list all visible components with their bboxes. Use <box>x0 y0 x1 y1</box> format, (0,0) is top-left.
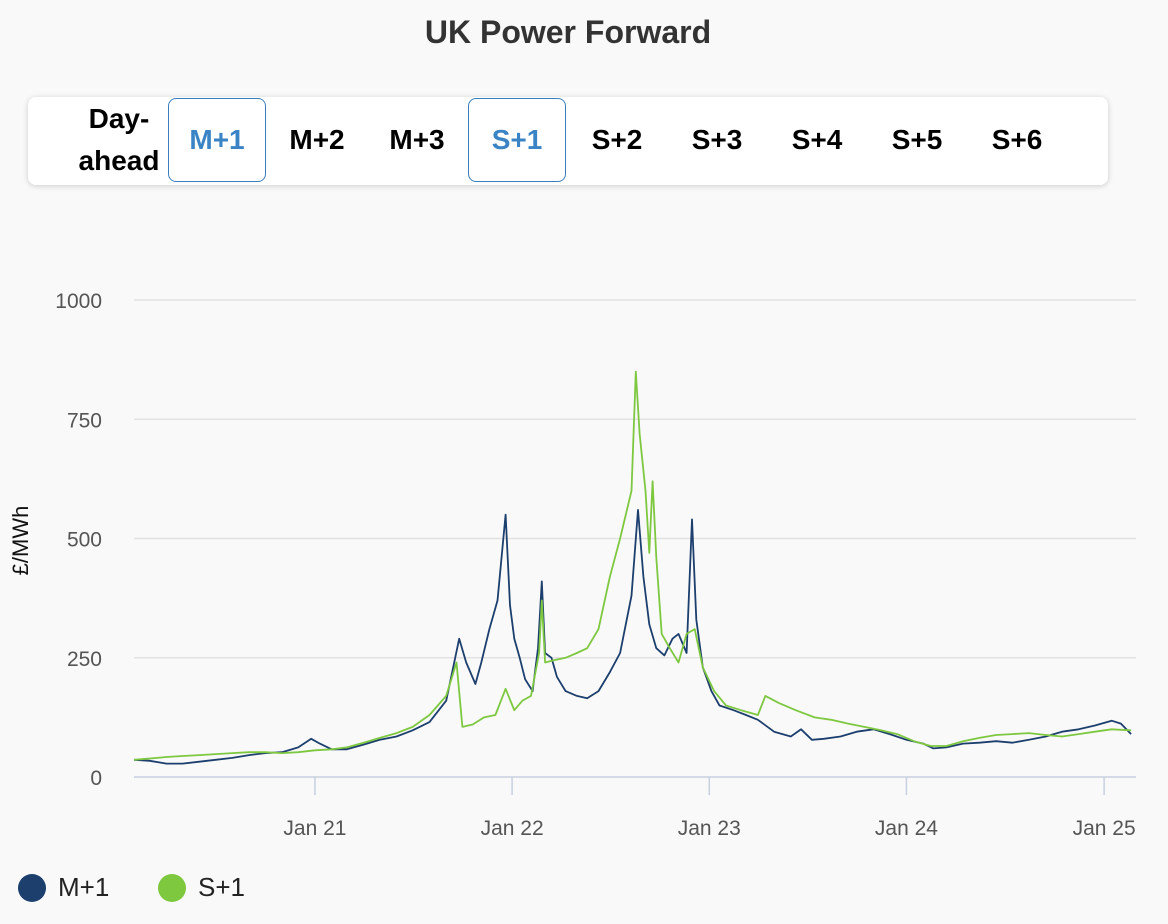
tab-s4[interactable]: S+4 <box>768 98 866 182</box>
tab-m3[interactable]: M+3 <box>368 98 466 182</box>
x-tick-label: Jan 24 <box>875 817 938 840</box>
tab-label: M+1 <box>189 124 245 155</box>
tab-s3[interactable]: S+3 <box>668 98 766 182</box>
y-tick-label: 750 <box>67 409 102 432</box>
y-tick-label: 500 <box>67 529 102 552</box>
tab-m1[interactable]: M+1 <box>168 98 266 182</box>
legend-swatch-m1 <box>18 873 46 902</box>
legend-label-s1: S+1 <box>198 872 245 902</box>
tab-label: M+3 <box>389 124 445 155</box>
x-tick-label: Jan 21 <box>283 817 346 840</box>
tab-s5[interactable]: S+5 <box>868 98 966 182</box>
legend-item-s1[interactable]: S+1 <box>158 872 245 903</box>
y-tick-label: 1000 <box>55 290 102 313</box>
tab-label: S+4 <box>791 124 843 155</box>
y-tick-label: 250 <box>67 648 102 671</box>
tab-label: S+6 <box>991 124 1043 155</box>
forward-tabs: Day-ahead M+1 M+2 M+3 S+1 S+2 S+3 S+4 S+… <box>28 97 1108 185</box>
tab-s2[interactable]: S+2 <box>568 98 666 182</box>
chart-title: UK Power Forward <box>424 14 712 50</box>
legend-item-m1[interactable]: M+1 <box>18 872 109 903</box>
tab-m2[interactable]: M+2 <box>268 98 366 182</box>
line-chart: 0 250 500 750 1000 Jan 21 Jan 22 Jan 23 Jan 24 Ja… <box>8 290 1136 840</box>
y-tick-label: 0 <box>90 767 102 790</box>
x-tick-label: Jan 23 <box>678 817 741 840</box>
series-line-m1 <box>133 509 1132 765</box>
legend-swatch-s1 <box>158 873 186 902</box>
tab-s6[interactable]: S+6 <box>968 98 1066 182</box>
tab-label: Day-ahead <box>78 103 160 176</box>
x-tick-label: Jan 25 <box>1073 817 1136 840</box>
tab-s1[interactable]: S+1 <box>468 98 566 182</box>
tab-label: S+2 <box>591 124 643 155</box>
tab-label: S+1 <box>491 124 543 155</box>
tab-label: S+3 <box>691 124 743 155</box>
tab-day-ahead[interactable]: Day-ahead <box>70 98 168 182</box>
tab-label: S+5 <box>891 124 943 155</box>
tab-label: M+2 <box>289 124 345 155</box>
x-tick-label: Jan 22 <box>481 817 544 840</box>
series-line-s1 <box>133 370 1132 761</box>
legend-label-m1: M+1 <box>58 872 110 902</box>
y-axis-label: £/MWh <box>8 506 33 576</box>
